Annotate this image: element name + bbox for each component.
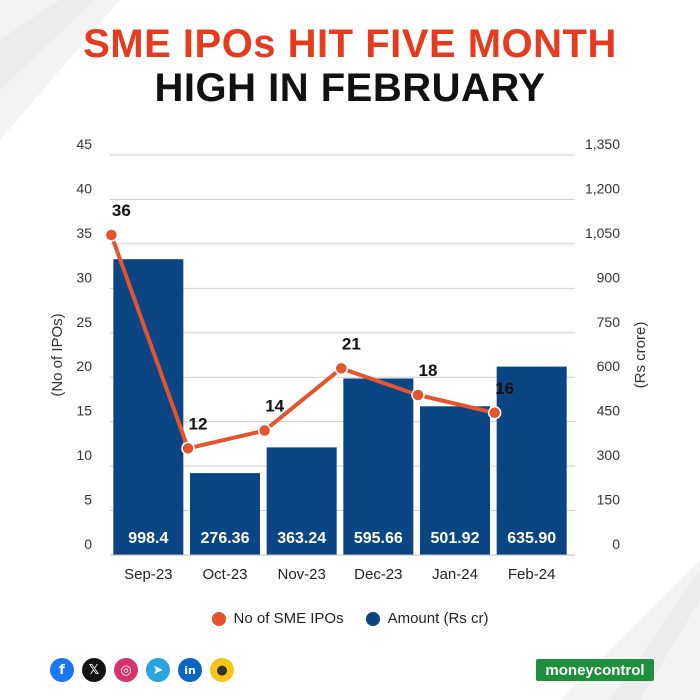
y-left-tick-label: 0 bbox=[84, 536, 92, 552]
bar-value-label: 501.92 bbox=[431, 530, 480, 547]
x-tick-label: Dec-23 bbox=[354, 566, 402, 583]
bar-value-label: 595.66 bbox=[354, 530, 403, 547]
legend-bar-label: Amount (Rs cr) bbox=[387, 610, 489, 627]
x-tick-label: Oct-23 bbox=[202, 566, 247, 583]
x-tick-label: Jan-24 bbox=[432, 566, 478, 583]
legend-item-line: No of SME IPOs bbox=[211, 610, 344, 627]
social-icons: f 𝕏 ◎ ➤ in ● bbox=[50, 658, 234, 682]
y-left-tick-label: 40 bbox=[76, 180, 92, 196]
line-value-label: 36 bbox=[112, 201, 131, 220]
legend: No of SME IPOs Amount (Rs cr) bbox=[0, 610, 700, 627]
line-point bbox=[487, 406, 502, 420]
bar-value-label: 635.90 bbox=[507, 530, 556, 547]
bar-value-label: 363.24 bbox=[277, 530, 326, 547]
bar-series: 998.4 276.36 363.24 595.66 501.92 635.90 bbox=[113, 259, 567, 555]
x-icon[interactable]: 𝕏 bbox=[82, 658, 106, 682]
x-tick-label: Sep-23 bbox=[124, 566, 172, 583]
line-value-label: 12 bbox=[189, 414, 208, 433]
line-point bbox=[104, 228, 119, 242]
bar bbox=[343, 378, 414, 555]
line-point bbox=[334, 361, 349, 376]
y-right-tick-label: 600 bbox=[597, 358, 621, 374]
bar bbox=[496, 366, 567, 555]
instagram-icon[interactable]: ◎ bbox=[114, 658, 138, 682]
line-series: 36 12 14 21 18 16 bbox=[104, 201, 514, 456]
y-right-tick-label: 1,050 bbox=[585, 225, 620, 241]
moneycontrol-logo: moneycontrol bbox=[536, 659, 654, 681]
linkedin-icon[interactable]: in bbox=[178, 658, 202, 682]
y-right-tick-label: 900 bbox=[597, 269, 621, 285]
y-right-tick-label: 450 bbox=[597, 403, 621, 419]
y-left-tick-label: 10 bbox=[76, 447, 92, 463]
title-line-1: SME IPOs HIT FIVE MONTH bbox=[83, 22, 617, 66]
y-left-tick-label: 5 bbox=[84, 492, 92, 508]
y-left-tick-label: 20 bbox=[76, 358, 92, 374]
series-line bbox=[109, 234, 496, 451]
legend-bar-swatch bbox=[365, 611, 380, 626]
legend-item-bar: Amount (Rs cr) bbox=[365, 610, 489, 627]
title-line-2: HIGH IN FEBRUARY bbox=[154, 66, 546, 110]
y-right-tick-label: 150 bbox=[597, 492, 621, 508]
y-right-tick-label: 1,350 bbox=[585, 136, 620, 152]
bar bbox=[190, 473, 260, 555]
y-left-tick-label: 45 bbox=[76, 136, 92, 152]
bar-value-label: 998.4 bbox=[128, 530, 168, 547]
line-value-label: 16 bbox=[495, 379, 514, 398]
legend-line-swatch bbox=[211, 611, 226, 626]
line-point bbox=[257, 423, 272, 438]
y-left-tick-label: 35 bbox=[76, 225, 92, 241]
line-value-label: 18 bbox=[419, 361, 438, 380]
facebook-icon[interactable]: f bbox=[50, 658, 74, 682]
y-right-axis-label: (Rs crore) bbox=[632, 322, 649, 389]
legend-line-label: No of SME IPOs bbox=[233, 610, 344, 627]
bar-value-label: 276.36 bbox=[201, 530, 250, 547]
telegram-icon[interactable]: ➤ bbox=[146, 658, 170, 682]
y-right-tick-label: 300 bbox=[597, 447, 621, 463]
y-left-tick-label: 15 bbox=[76, 403, 92, 419]
y-left-tick-label: 30 bbox=[76, 269, 92, 285]
line-value-label: 14 bbox=[265, 397, 284, 416]
koo-icon[interactable]: ● bbox=[210, 658, 234, 682]
y-right-tick-label: 750 bbox=[597, 314, 621, 330]
x-tick-label: Feb-24 bbox=[508, 566, 556, 583]
x-tick-label: Nov-23 bbox=[277, 566, 325, 583]
y-right-tick-label: 1,200 bbox=[585, 180, 620, 196]
line-value-label: 21 bbox=[342, 334, 361, 353]
axes: 05101520253035404501503004506007509001,0… bbox=[49, 136, 649, 583]
y-left-axis-label: (No of IPOs) bbox=[49, 313, 66, 396]
chart-title: SME IPOs HIT FIVE MONTH HIGH IN FEBRUARY bbox=[0, 22, 700, 110]
line-point bbox=[181, 441, 195, 456]
bar bbox=[420, 406, 490, 555]
line-point bbox=[411, 388, 425, 402]
y-left-tick-label: 25 bbox=[76, 314, 92, 330]
y-right-tick-label: 0 bbox=[612, 536, 620, 552]
bar bbox=[266, 447, 337, 555]
